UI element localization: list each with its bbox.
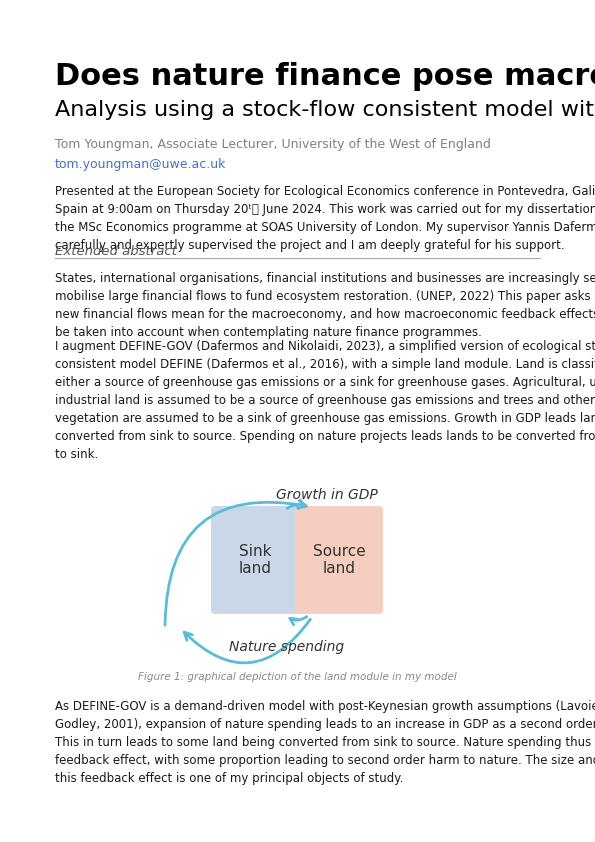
Text: Nature spending: Nature spending xyxy=(230,640,345,654)
FancyArrowPatch shape xyxy=(287,500,304,509)
FancyArrowPatch shape xyxy=(165,501,306,626)
Text: States, international organisations, financial institutions and businesses are i: States, international organisations, fin… xyxy=(55,272,595,339)
Text: As DEFINE-GOV is a demand-driven model with post-Keynesian growth assumptions (L: As DEFINE-GOV is a demand-driven model w… xyxy=(55,700,595,785)
Text: Sink
land: Sink land xyxy=(239,544,271,576)
Text: Growth in GDP: Growth in GDP xyxy=(276,488,378,502)
FancyArrowPatch shape xyxy=(184,619,311,663)
Text: Analysis using a stock-flow consistent model with land: Analysis using a stock-flow consistent m… xyxy=(55,100,595,120)
Text: Extended abstract: Extended abstract xyxy=(55,245,177,258)
Text: tom.youngman@uwe.ac.uk: tom.youngman@uwe.ac.uk xyxy=(55,158,226,171)
FancyBboxPatch shape xyxy=(211,506,299,614)
FancyBboxPatch shape xyxy=(295,506,383,614)
Text: Figure 1: graphical depiction of the land module in my model: Figure 1: graphical depiction of the lan… xyxy=(137,672,456,682)
Text: Source
land: Source land xyxy=(312,544,365,576)
Text: Tom Youngman, Associate Lecturer, University of the West of England: Tom Youngman, Associate Lecturer, Univer… xyxy=(55,138,491,151)
Text: Presented at the European Society for Ecological Economics conference in Ponteve: Presented at the European Society for Ec… xyxy=(55,185,595,252)
Text: I augment DEFINE-GOV (Dafermos and Nikolaidi, 2023), a simplified version of eco: I augment DEFINE-GOV (Dafermos and Nikol… xyxy=(55,340,595,461)
Text: Does nature finance pose macroeconomic risks?: Does nature finance pose macroeconomic r… xyxy=(55,62,595,91)
FancyArrowPatch shape xyxy=(290,616,307,625)
